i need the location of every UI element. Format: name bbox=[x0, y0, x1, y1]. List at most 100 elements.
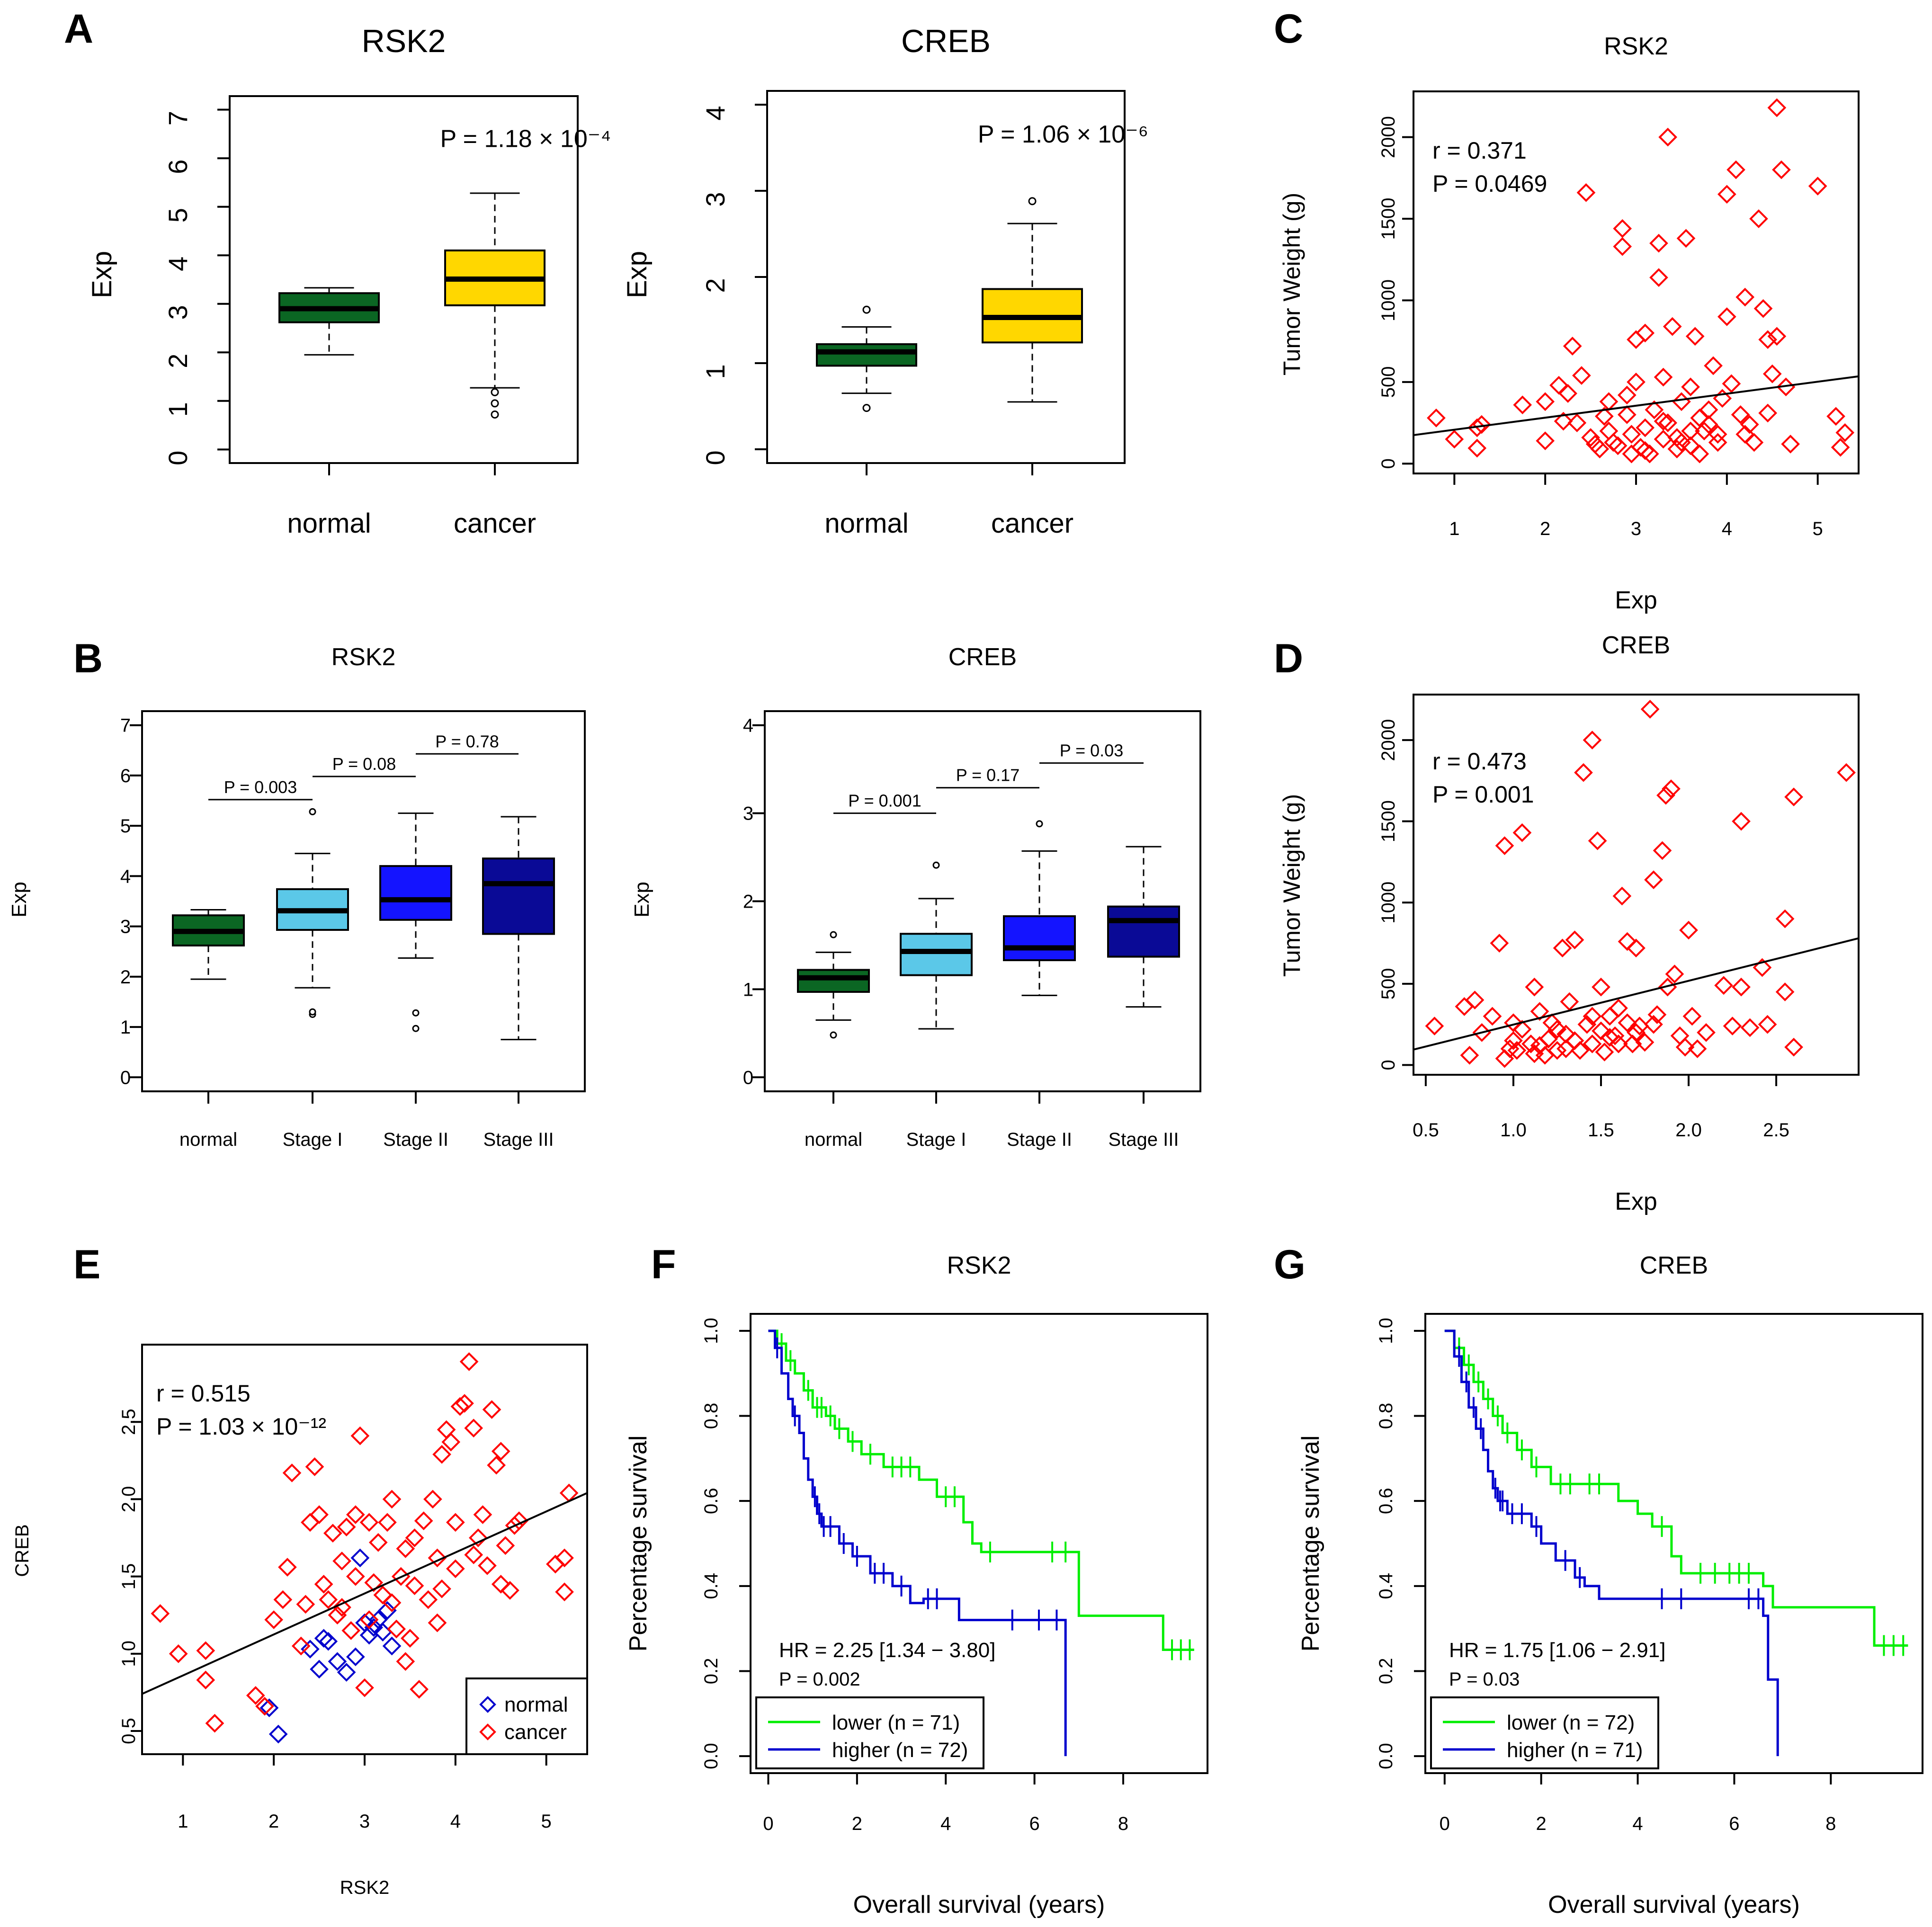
box-normal bbox=[278, 287, 380, 356]
y-tick-label: 2 bbox=[700, 278, 730, 293]
scatter-point bbox=[310, 1659, 329, 1679]
x-axis-label: Exp bbox=[1615, 1188, 1657, 1215]
scatter-point bbox=[1665, 964, 1684, 984]
x-category-label: Stage II bbox=[1007, 1129, 1072, 1150]
scatter-point bbox=[1681, 436, 1700, 455]
scatter-point bbox=[1556, 1025, 1575, 1044]
scatter-point bbox=[1744, 433, 1764, 452]
scatter-point bbox=[1560, 992, 1579, 1011]
y-tick-label: 1.5 bbox=[118, 1563, 139, 1590]
scatter-point bbox=[255, 1696, 274, 1716]
scatter-point bbox=[1635, 1033, 1655, 1052]
regression-line bbox=[1413, 375, 1859, 436]
y-tick-label: 0 bbox=[120, 1067, 131, 1088]
scatter-point bbox=[1717, 307, 1736, 326]
scatter-point bbox=[1667, 428, 1687, 447]
y-tick-label: 6 bbox=[163, 160, 193, 174]
outlier-point bbox=[412, 1009, 420, 1017]
scatter-point bbox=[1670, 1026, 1690, 1045]
scatter-point bbox=[1490, 934, 1509, 953]
scatter-point bbox=[1576, 183, 1596, 202]
x-category-label: cancer bbox=[991, 508, 1073, 539]
scatter-point bbox=[1699, 400, 1718, 419]
chart-e: RSK2 CREB 1 2 3 4 5 0.5 1.0 1.5 2.0 2.5 r = 0.515 P =… bbox=[12, 1344, 588, 1898]
scatter-point bbox=[314, 1575, 333, 1594]
scatter-point bbox=[419, 1590, 438, 1609]
regression-line bbox=[1413, 937, 1859, 1051]
y-tick-label: 0.8 bbox=[701, 1403, 722, 1429]
x-tick-label: 0 bbox=[1440, 1813, 1450, 1834]
y-tick-label: 3 bbox=[163, 305, 193, 320]
scatter-point bbox=[432, 1579, 451, 1598]
scatter-point bbox=[1653, 841, 1672, 860]
scatter-point bbox=[1536, 392, 1555, 411]
x-category-label: Stage III bbox=[483, 1129, 554, 1150]
scatter-point bbox=[355, 1613, 374, 1633]
scatter-point bbox=[1525, 977, 1544, 997]
panel-label-c: C bbox=[1274, 6, 1303, 52]
scatter-point bbox=[278, 1558, 297, 1577]
x-tick-label: 2.5 bbox=[1763, 1120, 1789, 1141]
scatter-point bbox=[378, 1601, 397, 1620]
chart-b1: RSK2 Exp 0 1 2 3 4 5 6 7 normal Stage I Stage II Stag… bbox=[8, 643, 586, 1150]
box-cancer bbox=[982, 197, 1083, 403]
scatter-point bbox=[1600, 1007, 1619, 1026]
legend-box bbox=[465, 1677, 588, 1755]
scatter-point bbox=[1735, 287, 1755, 307]
y-tick-label: 0.0 bbox=[701, 1743, 722, 1769]
box-stage-ii bbox=[1003, 820, 1076, 996]
legend-marker bbox=[479, 1696, 496, 1713]
outlier-point bbox=[862, 404, 871, 412]
box-iqr bbox=[900, 933, 973, 976]
scatter-point bbox=[496, 1536, 515, 1555]
chart-title: CREB bbox=[1640, 1252, 1708, 1279]
y-tick-label: 0 bbox=[1378, 458, 1399, 469]
scatter-point bbox=[268, 1724, 288, 1744]
p-value-annotation: P = 0.001 bbox=[1432, 781, 1534, 808]
p-value-annotation: P = 0.002 bbox=[779, 1669, 860, 1690]
scatter-point bbox=[1563, 337, 1582, 356]
scatter-point bbox=[1521, 1034, 1540, 1053]
x-tick-label: 4 bbox=[1632, 1813, 1643, 1834]
scatter-point bbox=[1758, 330, 1777, 349]
scatter-point bbox=[337, 1517, 356, 1536]
y-tick-label: 0.5 bbox=[118, 1718, 139, 1744]
legend: normal cancer bbox=[465, 1677, 588, 1755]
chart-a2: CREB Exp 0 1 2 3 4 normal cancer P = 1.06 × 10⁻⁶ bbox=[622, 23, 1148, 539]
scatter-point bbox=[1662, 779, 1681, 798]
survival-curve-higher bbox=[768, 1329, 1067, 1757]
box-normal bbox=[172, 909, 245, 980]
correlation-annotation: r = 0.371 bbox=[1432, 137, 1527, 164]
outlier-point bbox=[309, 808, 316, 815]
survival-step-line bbox=[1444, 1329, 1908, 1647]
scatter-point bbox=[1590, 439, 1610, 459]
plot-frame bbox=[1413, 694, 1860, 1076]
scatter-point bbox=[1600, 1028, 1619, 1047]
box-stage-iii bbox=[1107, 846, 1180, 1008]
y-axis-label: Exp bbox=[630, 882, 653, 918]
chart-title: RSK2 bbox=[362, 23, 446, 59]
scatter-point bbox=[264, 1610, 283, 1629]
scatter-point bbox=[1495, 836, 1514, 855]
scatter-point bbox=[1588, 831, 1607, 850]
box-normal bbox=[797, 931, 870, 1039]
box-cancer bbox=[444, 192, 546, 419]
scatter-point bbox=[1826, 407, 1845, 426]
scatter-point bbox=[464, 1545, 483, 1564]
y-tick-label: 0.4 bbox=[1376, 1573, 1396, 1599]
scatter-point bbox=[1654, 411, 1673, 431]
scatter-point bbox=[1623, 1034, 1642, 1053]
y-tick-label: 4 bbox=[700, 106, 730, 121]
outlier-point bbox=[491, 410, 499, 419]
legend-label: lower (n = 71) bbox=[832, 1711, 960, 1734]
y-tick-label: 1 bbox=[163, 402, 193, 417]
y-tick-label: 1500 bbox=[1378, 800, 1399, 842]
x-tick-label: 8 bbox=[1825, 1813, 1836, 1834]
scatter-point bbox=[364, 1573, 384, 1592]
scatter-point bbox=[1425, 1017, 1444, 1035]
scatter-point bbox=[1567, 413, 1587, 432]
y-tick-label: 2000 bbox=[1378, 116, 1399, 158]
scatter-point bbox=[1676, 229, 1696, 248]
y-tick-label: 0.6 bbox=[701, 1488, 722, 1514]
